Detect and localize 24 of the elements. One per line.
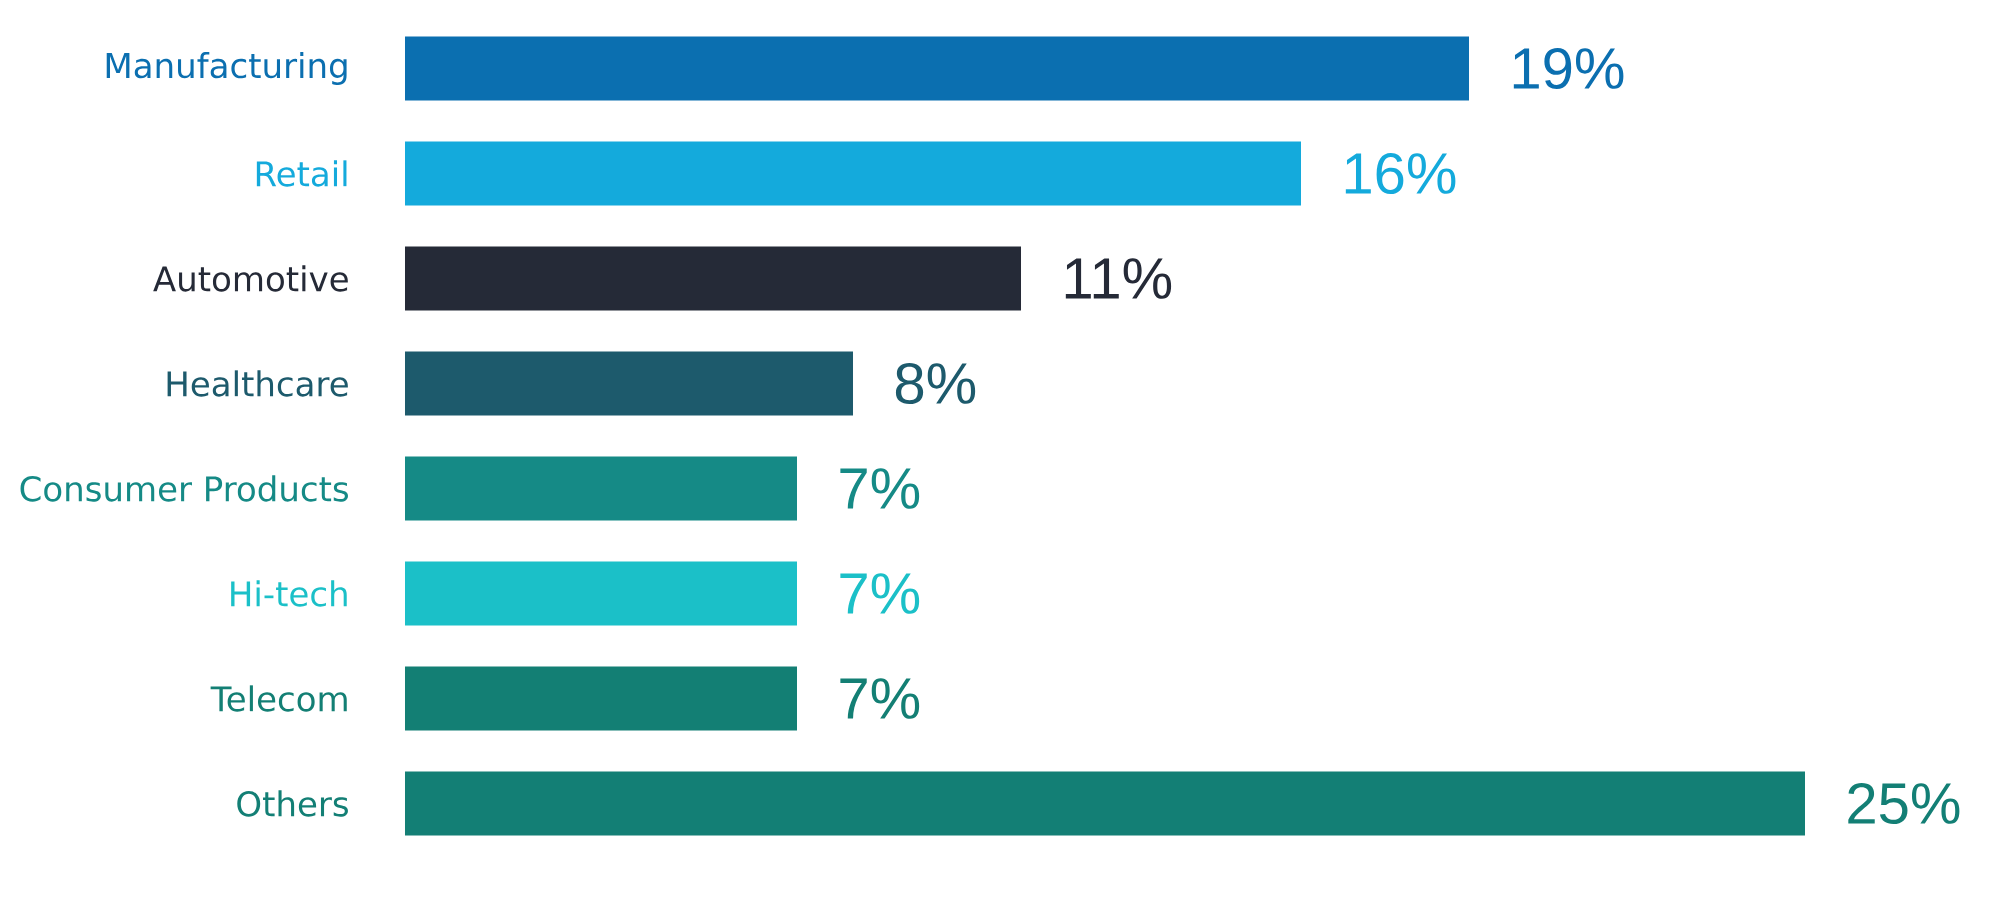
y-tick-label: Telecom <box>210 685 347 712</box>
y-tick-label: Hi-tech <box>231 580 347 607</box>
bar <box>405 771 1805 836</box>
y-tick-label: Healthcare <box>167 370 348 397</box>
y-tick-label: Consumer Products <box>20 475 348 502</box>
bar <box>405 36 1469 101</box>
bar <box>405 141 1301 206</box>
bar <box>405 246 1022 311</box>
data-label: 19% <box>1513 47 1624 90</box>
y-tick-label: Retail <box>256 160 347 187</box>
data-label: 16% <box>1345 152 1456 195</box>
y-tick-label: Others <box>237 790 348 817</box>
data-label: 25% <box>1848 782 1960 825</box>
y-tick-label: Automotive <box>153 265 348 292</box>
data-label: 8% <box>895 362 976 405</box>
y-tick-label: Manufacturing <box>106 52 347 85</box>
data-label: 7% <box>840 468 920 509</box>
data-label: 7% <box>840 678 920 719</box>
bar <box>405 666 797 731</box>
data-label: 11% <box>1065 258 1172 299</box>
bar <box>405 561 797 626</box>
bar <box>405 456 797 521</box>
bar <box>405 351 853 416</box>
data-label: 7% <box>840 573 920 614</box>
